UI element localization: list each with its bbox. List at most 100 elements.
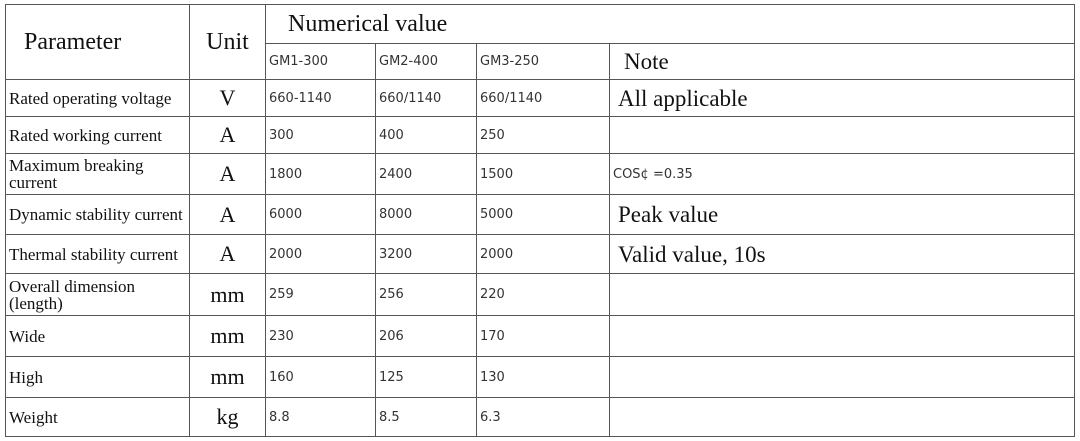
parameter: Dynamic stability current bbox=[6, 195, 190, 235]
note: COS¢ =0.35 bbox=[610, 154, 1075, 195]
header-unit: Unit bbox=[190, 5, 266, 80]
value: 8000 bbox=[376, 195, 477, 235]
note bbox=[610, 316, 1075, 357]
value: 660-1140 bbox=[266, 80, 376, 117]
value-text: 256 bbox=[379, 287, 404, 302]
unit-text: mm bbox=[210, 364, 245, 389]
value: 2000 bbox=[266, 235, 376, 274]
value: 8.8 bbox=[266, 398, 376, 437]
unit: mm bbox=[190, 274, 266, 316]
value: 3200 bbox=[376, 235, 477, 274]
value: 660/1140 bbox=[477, 80, 610, 117]
parameter: Weight bbox=[6, 398, 190, 437]
unit-text: kg bbox=[216, 404, 239, 429]
value: 259 bbox=[266, 274, 376, 316]
value: 8.5 bbox=[376, 398, 477, 437]
note bbox=[610, 117, 1075, 154]
header-model: GM2-400 bbox=[376, 44, 477, 80]
note-text: COS¢ =0.35 bbox=[613, 166, 693, 182]
parameter-text: Maximum breaking current bbox=[9, 156, 144, 192]
unit-text: A bbox=[219, 122, 236, 147]
value-text: 125 bbox=[379, 369, 404, 385]
parameter: Rated operating voltage bbox=[6, 80, 190, 117]
value-text: 2400 bbox=[379, 166, 413, 182]
value-text: 220 bbox=[480, 287, 505, 302]
unit: A bbox=[190, 195, 266, 235]
table-border bbox=[5, 4, 6, 437]
unit: A bbox=[190, 235, 266, 274]
header-model: GM3-250 bbox=[477, 44, 610, 80]
parameter-text: Wide bbox=[9, 326, 46, 346]
value: 6000 bbox=[266, 195, 376, 235]
unit-text: V bbox=[219, 85, 236, 110]
parameter: Maximum breaking current bbox=[6, 154, 190, 195]
value: 1500 bbox=[477, 154, 610, 195]
header-model-text: GM2-400 bbox=[379, 54, 439, 69]
note bbox=[610, 274, 1075, 316]
value: 250 bbox=[477, 117, 610, 154]
value-text: 2000 bbox=[480, 246, 514, 262]
value-text: 660/1140 bbox=[379, 90, 442, 106]
note: All applicable bbox=[610, 80, 1075, 117]
unit-text: A bbox=[219, 201, 236, 227]
parameter: High bbox=[6, 357, 190, 398]
header-note: Note bbox=[610, 44, 1075, 80]
note bbox=[610, 398, 1075, 437]
parameter-text: Thermal stability current bbox=[9, 244, 178, 264]
value: 170 bbox=[477, 316, 610, 357]
value: 130 bbox=[477, 357, 610, 398]
note-text: Valid value, 10s bbox=[618, 241, 766, 267]
value: 660/1140 bbox=[376, 80, 477, 117]
unit-text: A bbox=[219, 161, 236, 186]
parameter-text: Rated operating voltage bbox=[9, 88, 172, 108]
parameter-text: Dynamic stability current bbox=[9, 205, 183, 224]
value-text: 3200 bbox=[379, 246, 413, 262]
value-text: 6000 bbox=[269, 207, 303, 222]
value: 206 bbox=[376, 316, 477, 357]
unit: V bbox=[190, 80, 266, 117]
parameter: Wide bbox=[6, 316, 190, 357]
table-border bbox=[5, 4, 1075, 5]
value-text: 1800 bbox=[269, 166, 303, 182]
unit: A bbox=[190, 117, 266, 154]
value-text: 230 bbox=[269, 328, 294, 344]
note bbox=[610, 357, 1075, 398]
parameter-text: Weight bbox=[9, 407, 58, 427]
header-numerical-value: Numerical value bbox=[266, 5, 1075, 44]
value: 160 bbox=[266, 357, 376, 398]
parameter: Overall dimension (length) bbox=[6, 274, 190, 316]
value-text: 2000 bbox=[269, 246, 303, 262]
value-text: 8.8 bbox=[269, 409, 290, 425]
value: 300 bbox=[266, 117, 376, 154]
value: 2000 bbox=[477, 235, 610, 274]
unit: A bbox=[190, 154, 266, 195]
header-unit-text: Unit bbox=[206, 29, 249, 55]
parameter-text: Overall dimension (length) bbox=[9, 276, 136, 313]
header-model-text: GM3-250 bbox=[480, 54, 540, 69]
unit-text: A bbox=[219, 241, 236, 266]
value: 230 bbox=[266, 316, 376, 357]
value-text: 206 bbox=[379, 328, 404, 344]
value-text: 660-1140 bbox=[269, 90, 332, 106]
value-text: 400 bbox=[379, 127, 404, 143]
value-text: 8.5 bbox=[379, 409, 400, 425]
value: 125 bbox=[376, 357, 477, 398]
header-note-text: Note bbox=[624, 49, 669, 74]
value-text: 259 bbox=[269, 287, 294, 302]
header-numerical-value-text: Numerical value bbox=[288, 11, 448, 37]
unit: mm bbox=[190, 316, 266, 357]
value-text: 8000 bbox=[379, 207, 413, 222]
header-model-text: GM1-300 bbox=[269, 54, 329, 69]
unit-text: mm bbox=[210, 323, 245, 348]
value: 2400 bbox=[376, 154, 477, 195]
value-text: 170 bbox=[480, 328, 505, 344]
value-text: 5000 bbox=[480, 207, 514, 222]
parameter: Rated working current bbox=[6, 117, 190, 154]
unit-text: mm bbox=[210, 281, 245, 307]
value-text: 660/1140 bbox=[480, 90, 543, 106]
value-text: 250 bbox=[480, 127, 505, 143]
value-text: 1500 bbox=[480, 166, 514, 182]
value-text: 130 bbox=[480, 369, 505, 385]
value-text: 6.3 bbox=[480, 409, 501, 425]
